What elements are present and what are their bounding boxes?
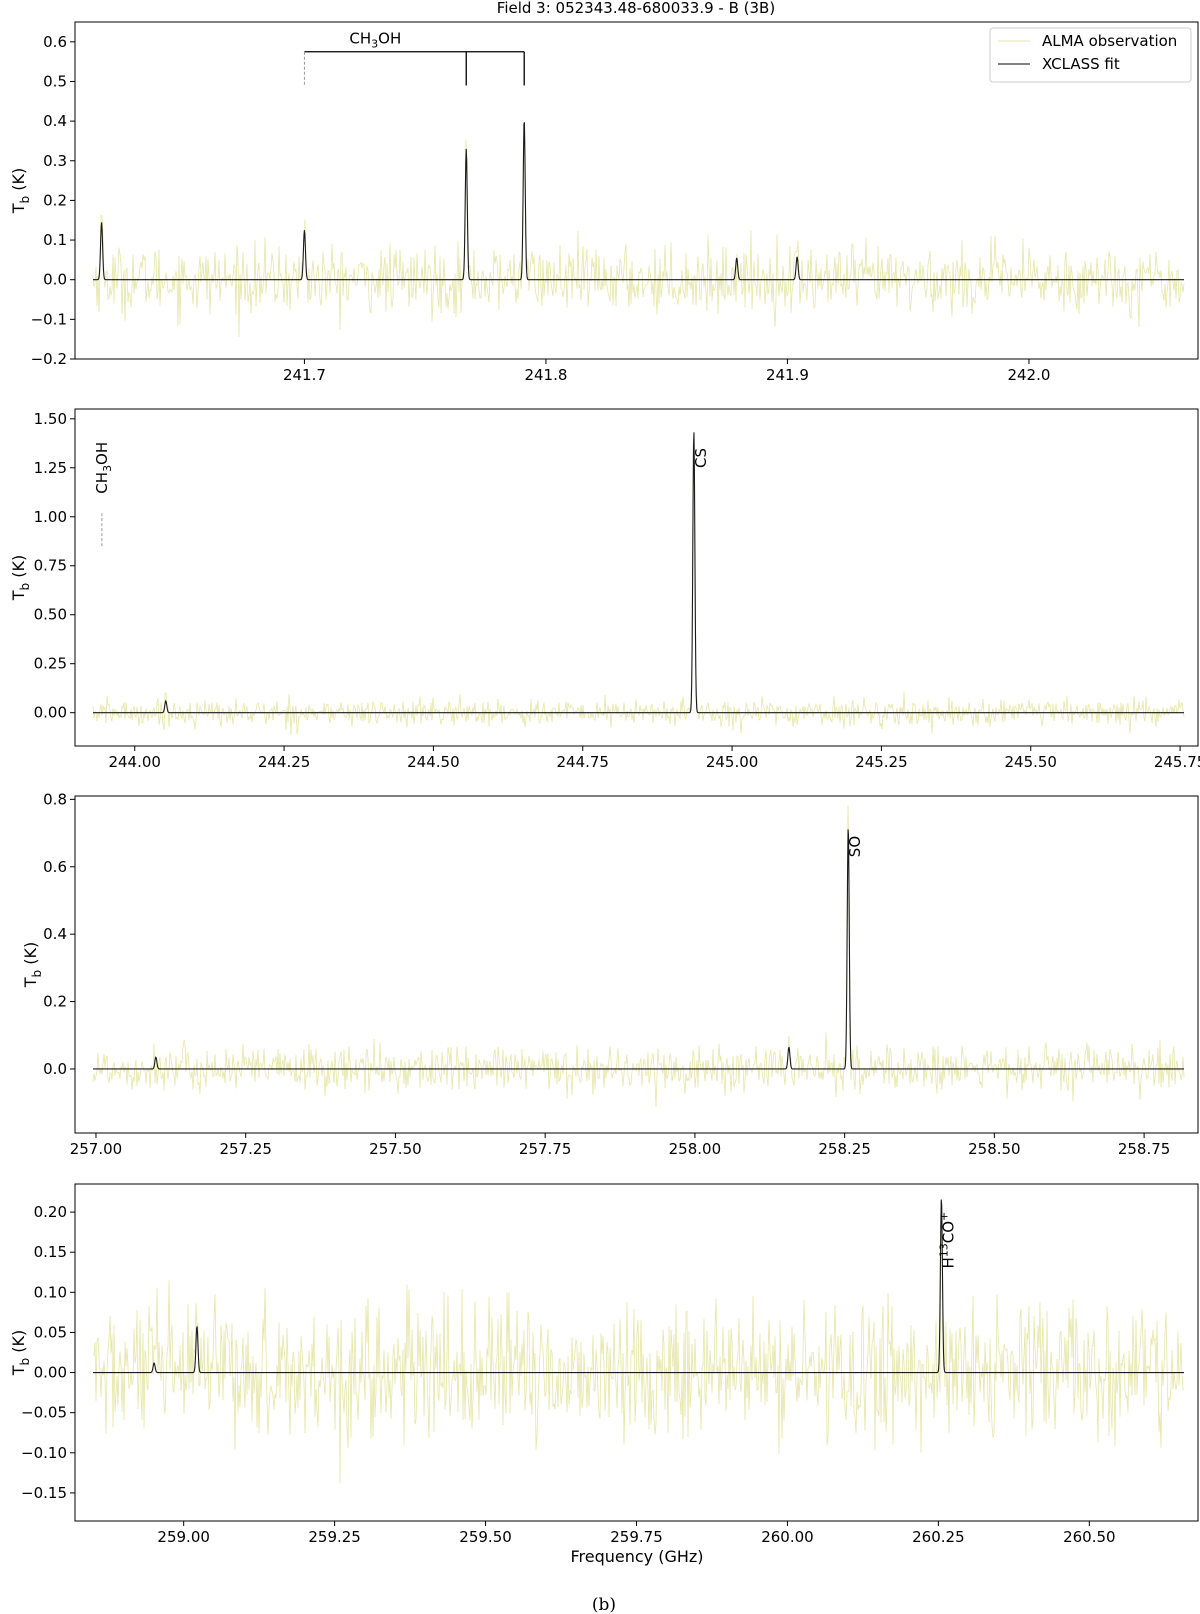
axes-frame	[74, 795, 1199, 1134]
y-tick-label: 0.4	[43, 112, 67, 130]
y-tick-label: 0.0	[43, 271, 67, 289]
observation-series	[92, 139, 1185, 337]
species-label: CS	[692, 448, 710, 468]
y-tick-label: 0.0	[43, 1060, 67, 1078]
y-tick-label: 0.6	[43, 858, 67, 876]
x-tick-label: 259.50	[459, 1528, 512, 1546]
fit-series	[93, 432, 1184, 714]
y-tick-label: 0.20	[34, 1203, 67, 1221]
y-tick-label: 0.10	[34, 1283, 67, 1301]
y-tick-label: 0.4	[43, 925, 67, 943]
y-axis-label: Tb (K)	[9, 555, 32, 601]
x-tick-label: 245.25	[855, 753, 908, 771]
y-axis-label: Tb (K)	[9, 168, 32, 214]
x-tick-label: 259.25	[308, 1528, 361, 1546]
x-tick-label: 258.75	[1118, 1140, 1171, 1158]
x-tick-label: 244.50	[407, 753, 460, 771]
y-tick-label: 0.6	[43, 33, 67, 51]
axes-frame	[74, 408, 1199, 747]
y-tick-label: 0.1	[43, 231, 67, 249]
x-tick-label: 241.8	[524, 366, 567, 384]
legend-entry: XCLASS fit	[1042, 55, 1120, 73]
y-tick-label: 0.50	[34, 606, 67, 624]
species-label: CH3OH	[93, 442, 114, 494]
y-tick-label: 0.8	[43, 790, 67, 808]
panel-3: 257.00 257.25 257.50 257.75 258.00 258.25 258.…	[21, 790, 1199, 1158]
species-label: CH3OH	[349, 30, 401, 51]
legend: ALMA observation XCLASS fit	[989, 27, 1192, 83]
x-tick-label: 258.50	[968, 1140, 1021, 1158]
x-tick-label: 245.50	[1004, 753, 1057, 771]
y-tick-label: −0.2	[31, 350, 67, 368]
y-tick-label: 1.25	[34, 459, 67, 477]
y-tick-label: 0.75	[34, 557, 67, 575]
y-tick-label: 0.2	[43, 993, 67, 1011]
x-tick-label: 257.50	[369, 1140, 422, 1158]
y-tick-label: −0.10	[21, 1444, 67, 1462]
x-tick-label: 257.25	[219, 1140, 272, 1158]
x-tick-label: 258.25	[818, 1140, 871, 1158]
x-tick-label: 260.00	[761, 1528, 814, 1546]
fit-series	[93, 1199, 1184, 1374]
species-label: H13CO+	[937, 1212, 957, 1269]
panels: 241.7 241.8 241.9 242.0 −0.2 −0.1 0.0 0.1 0.2 0.3…	[9, 21, 1200, 1546]
x-tick-label: 241.7	[283, 366, 326, 384]
fit-series	[93, 122, 1184, 281]
x-tick-label: 241.9	[766, 366, 809, 384]
observation-series	[92, 805, 1185, 1107]
y-axis-label: Tb (K)	[21, 942, 44, 988]
y-tick-label: 0.5	[43, 72, 67, 90]
x-tick-label: 244.75	[556, 753, 609, 771]
y-tick-label: 0.2	[43, 191, 67, 209]
x-tick-label: 257.75	[519, 1140, 572, 1158]
panel-1: 241.7 241.8 241.9 242.0 −0.2 −0.1 0.0 0.1 0.2 0.3…	[9, 21, 1199, 384]
x-tick-label: 258.00	[669, 1140, 722, 1158]
y-tick-label: 0.05	[34, 1323, 67, 1341]
y-tick-label: 1.50	[34, 410, 67, 428]
y-tick-label: 0.3	[43, 152, 67, 170]
x-tick-label: 245.00	[706, 753, 759, 771]
x-tick-label: 260.50	[1063, 1528, 1116, 1546]
x-tick-label: 244.00	[108, 753, 161, 771]
figure-caption: (b)	[592, 1595, 616, 1614]
x-tick-label: 260.25	[912, 1528, 965, 1546]
x-tick-label: 259.75	[610, 1528, 663, 1546]
y-tick-label: 0.00	[34, 1364, 67, 1382]
observation-series	[92, 431, 1185, 735]
line-id-bracket: CH3OH	[303, 30, 525, 86]
y-tick-label: −0.1	[31, 310, 67, 328]
panel-2: 244.00 244.25 244.50 244.75 245.00 245.25 245.…	[9, 408, 1200, 771]
fit-series	[93, 829, 1184, 1070]
legend-entry: ALMA observation	[1042, 32, 1177, 50]
figure-title: Field 3: 052343.48-680033.9 - B (3B)	[497, 0, 775, 17]
panel-4: 259.00 259.25 259.50 259.75 260.00 260.25 260.…	[9, 1183, 1199, 1546]
x-tick-label: 245.75	[1154, 753, 1200, 771]
y-tick-label: −0.05	[21, 1404, 67, 1422]
x-tick-label: 257.00	[70, 1140, 123, 1158]
axes-frame	[74, 21, 1199, 360]
observation-series	[92, 1205, 1185, 1484]
y-tick-label: 1.00	[34, 508, 67, 526]
y-axis-label: Tb (K)	[9, 1330, 32, 1376]
x-tick-label: 242.0	[1007, 366, 1050, 384]
x-tick-label: 244.25	[258, 753, 311, 771]
species-label: SO	[846, 836, 864, 857]
y-tick-label: −0.15	[21, 1484, 67, 1502]
x-tick-label: 259.00	[157, 1528, 210, 1546]
y-tick-label: 0.15	[34, 1243, 67, 1261]
y-tick-label: 0.25	[34, 655, 67, 673]
y-tick-label: 0.00	[34, 704, 67, 722]
x-axis-label: Frequency (GHz)	[570, 1547, 703, 1566]
